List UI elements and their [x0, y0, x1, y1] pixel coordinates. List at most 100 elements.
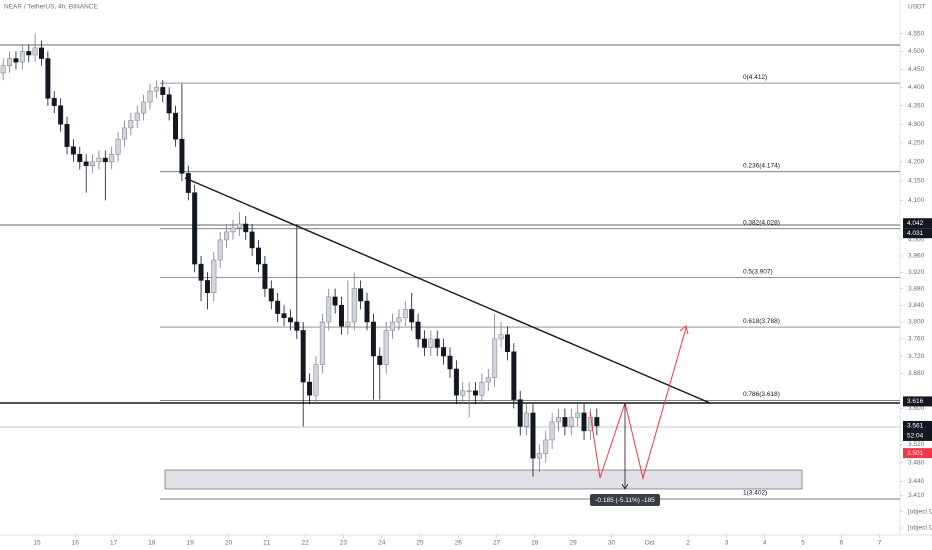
x-tick-label: 20 [225, 540, 233, 547]
candle-body [281, 313, 287, 319]
y-tick-label: 4.300 [908, 121, 925, 128]
y-tick-label: 3.960 [908, 253, 925, 260]
candle-body [390, 321, 396, 331]
candle-body [294, 321, 300, 331]
y-tick-label: 4.400 [908, 84, 925, 91]
support-zone [164, 469, 803, 490]
x-tick-label: 29 [570, 540, 578, 547]
candle-body [556, 417, 561, 423]
candle-body [358, 288, 364, 302]
candle-body [275, 300, 281, 314]
candle-body [377, 355, 383, 365]
candle-body [198, 263, 204, 281]
candle-body [96, 157, 102, 163]
y-tick-label: 4.100 [908, 197, 925, 204]
candle-body [39, 47, 44, 59]
candle-body [256, 247, 261, 265]
candle-body [543, 439, 549, 454]
candle-body [511, 351, 517, 400]
price-label: 3.561 [907, 423, 924, 430]
candle-body [504, 334, 510, 352]
candle-body [102, 157, 108, 163]
candle-body [524, 412, 530, 427]
x-tick-label: 25 [416, 540, 424, 547]
y-tick-label: 3.680 [908, 370, 925, 377]
price-label-box [903, 218, 932, 229]
candle-body [173, 112, 179, 140]
price-label-box [903, 228, 932, 239]
candle-body [536, 453, 542, 459]
candle-body [370, 321, 376, 357]
y-tick-label: [object Object] [908, 525, 932, 532]
y-tick-label: 4.500 [908, 48, 925, 55]
x-tick-label: 18 [148, 540, 156, 547]
candle-body [83, 161, 89, 166]
candle-body [204, 280, 210, 294]
candle-body [77, 153, 83, 163]
y-tick-label: 3.410 [908, 492, 925, 499]
candle-body [549, 421, 555, 441]
candle-body [466, 390, 472, 393]
candle-body [109, 153, 115, 163]
x-tick-label: 19 [187, 540, 195, 547]
x-tick-label: 28 [531, 540, 539, 547]
x-tick-label: 27 [493, 540, 501, 547]
y-tick-label: 3.920 [908, 269, 925, 276]
candle-body [332, 296, 338, 306]
candle-body [441, 347, 447, 357]
y-tick-label: 3.720 [908, 353, 925, 360]
x-tick-label: 5 [801, 540, 805, 547]
y-tick-label: 3.440 [908, 478, 925, 485]
y-tick-label: 4.000 [908, 237, 925, 244]
y-tick-label: 3.800 [908, 319, 925, 326]
x-tick-label: 15 [33, 540, 41, 547]
candle-body [141, 101, 147, 114]
trend-line [184, 177, 711, 404]
fib-label: 1(3.402) [743, 490, 767, 497]
candle-body [90, 161, 96, 166]
candle-body [498, 334, 504, 340]
measure-label: -0.185 (-5.11%) -185 [595, 497, 655, 504]
candle-body [185, 173, 191, 193]
y-tick-label: 3.760 [908, 336, 925, 343]
candle-body [64, 123, 70, 147]
candle-body [562, 417, 568, 427]
candle-body [339, 304, 344, 327]
candle-body [581, 412, 587, 432]
candle-body [217, 239, 223, 261]
x-tick-label: 4 [763, 540, 767, 547]
currency-label: USDT [908, 4, 926, 11]
candle-body [460, 390, 466, 396]
candle-body [351, 288, 357, 323]
candle-body [230, 227, 236, 233]
x-tick-label: 23 [340, 540, 348, 547]
x-tick-label: 22 [301, 540, 309, 547]
candle-body [249, 231, 255, 249]
candle-body [19, 51, 25, 63]
candle-body [224, 231, 230, 241]
x-tick-label: Oct [645, 540, 655, 547]
projection-arrowhead [679, 325, 689, 335]
candle-body [383, 330, 389, 365]
x-tick-label: 3 [725, 540, 729, 547]
candle-body [70, 146, 76, 155]
fib-label: 0.5(3.907) [743, 268, 773, 275]
x-tick-label: 6 [839, 540, 843, 547]
price-label: 3.501 [907, 450, 924, 457]
y-tick-label: 4.550 [908, 30, 925, 37]
y-tick-label: 3.840 [908, 302, 925, 309]
fib-label: 0.236(4.174) [743, 162, 780, 169]
candle-body [428, 338, 434, 348]
candle-body [345, 321, 351, 327]
candle-body [402, 309, 408, 319]
y-tick-label: 4.250 [908, 140, 925, 147]
x-tick-label: 21 [263, 540, 271, 547]
y-tick-label: [object Object] [908, 508, 932, 515]
candle-body [7, 58, 13, 66]
y-tick-label: 3.480 [908, 459, 925, 466]
x-tick-label: 30 [608, 540, 616, 547]
x-tick-label: 17 [110, 540, 118, 547]
candle-body [415, 321, 421, 340]
